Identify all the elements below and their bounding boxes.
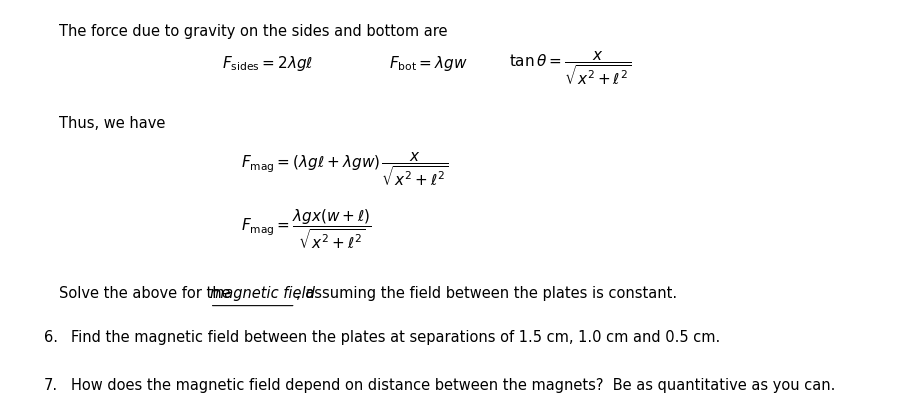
Text: , assuming the field between the plates is constant.: , assuming the field between the plates … <box>295 285 676 300</box>
Text: 6.: 6. <box>44 329 58 344</box>
Text: How does the magnetic field depend on distance between the magnets?  Be as quant: How does the magnetic field depend on di… <box>71 377 834 392</box>
Text: Solve the above for the: Solve the above for the <box>60 285 236 300</box>
Text: $F_{\mathrm{sides}} = 2\lambda g\ell$: $F_{\mathrm{sides}} = 2\lambda g\ell$ <box>222 54 313 73</box>
Text: $\tan\theta = \dfrac{x}{\sqrt{x^2+\ell^2}}$: $\tan\theta = \dfrac{x}{\sqrt{x^2+\ell^2… <box>508 49 630 87</box>
Text: $F_{\mathrm{bot}} = \lambda gw$: $F_{\mathrm{bot}} = \lambda gw$ <box>388 54 467 73</box>
Text: Thus, we have: Thus, we have <box>60 116 165 131</box>
Text: Find the magnetic field between the plates at separations of 1.5 cm, 1.0 cm and : Find the magnetic field between the plat… <box>71 329 720 344</box>
Text: The force due to gravity on the sides and bottom are: The force due to gravity on the sides an… <box>60 23 448 38</box>
Text: magnetic field: magnetic field <box>209 285 314 300</box>
Text: 7.: 7. <box>44 377 58 392</box>
Text: $F_{\mathrm{mag}} = (\lambda g\ell + \lambda gw)\,\dfrac{x}{\sqrt{x^2+\ell^2}}$: $F_{\mathrm{mag}} = (\lambda g\ell + \la… <box>241 149 449 187</box>
Text: $F_{\mathrm{mag}} = \dfrac{\lambda gx(w+\ell)}{\sqrt{x^2+\ell^2}}$: $F_{\mathrm{mag}} = \dfrac{\lambda gx(w+… <box>241 207 372 250</box>
